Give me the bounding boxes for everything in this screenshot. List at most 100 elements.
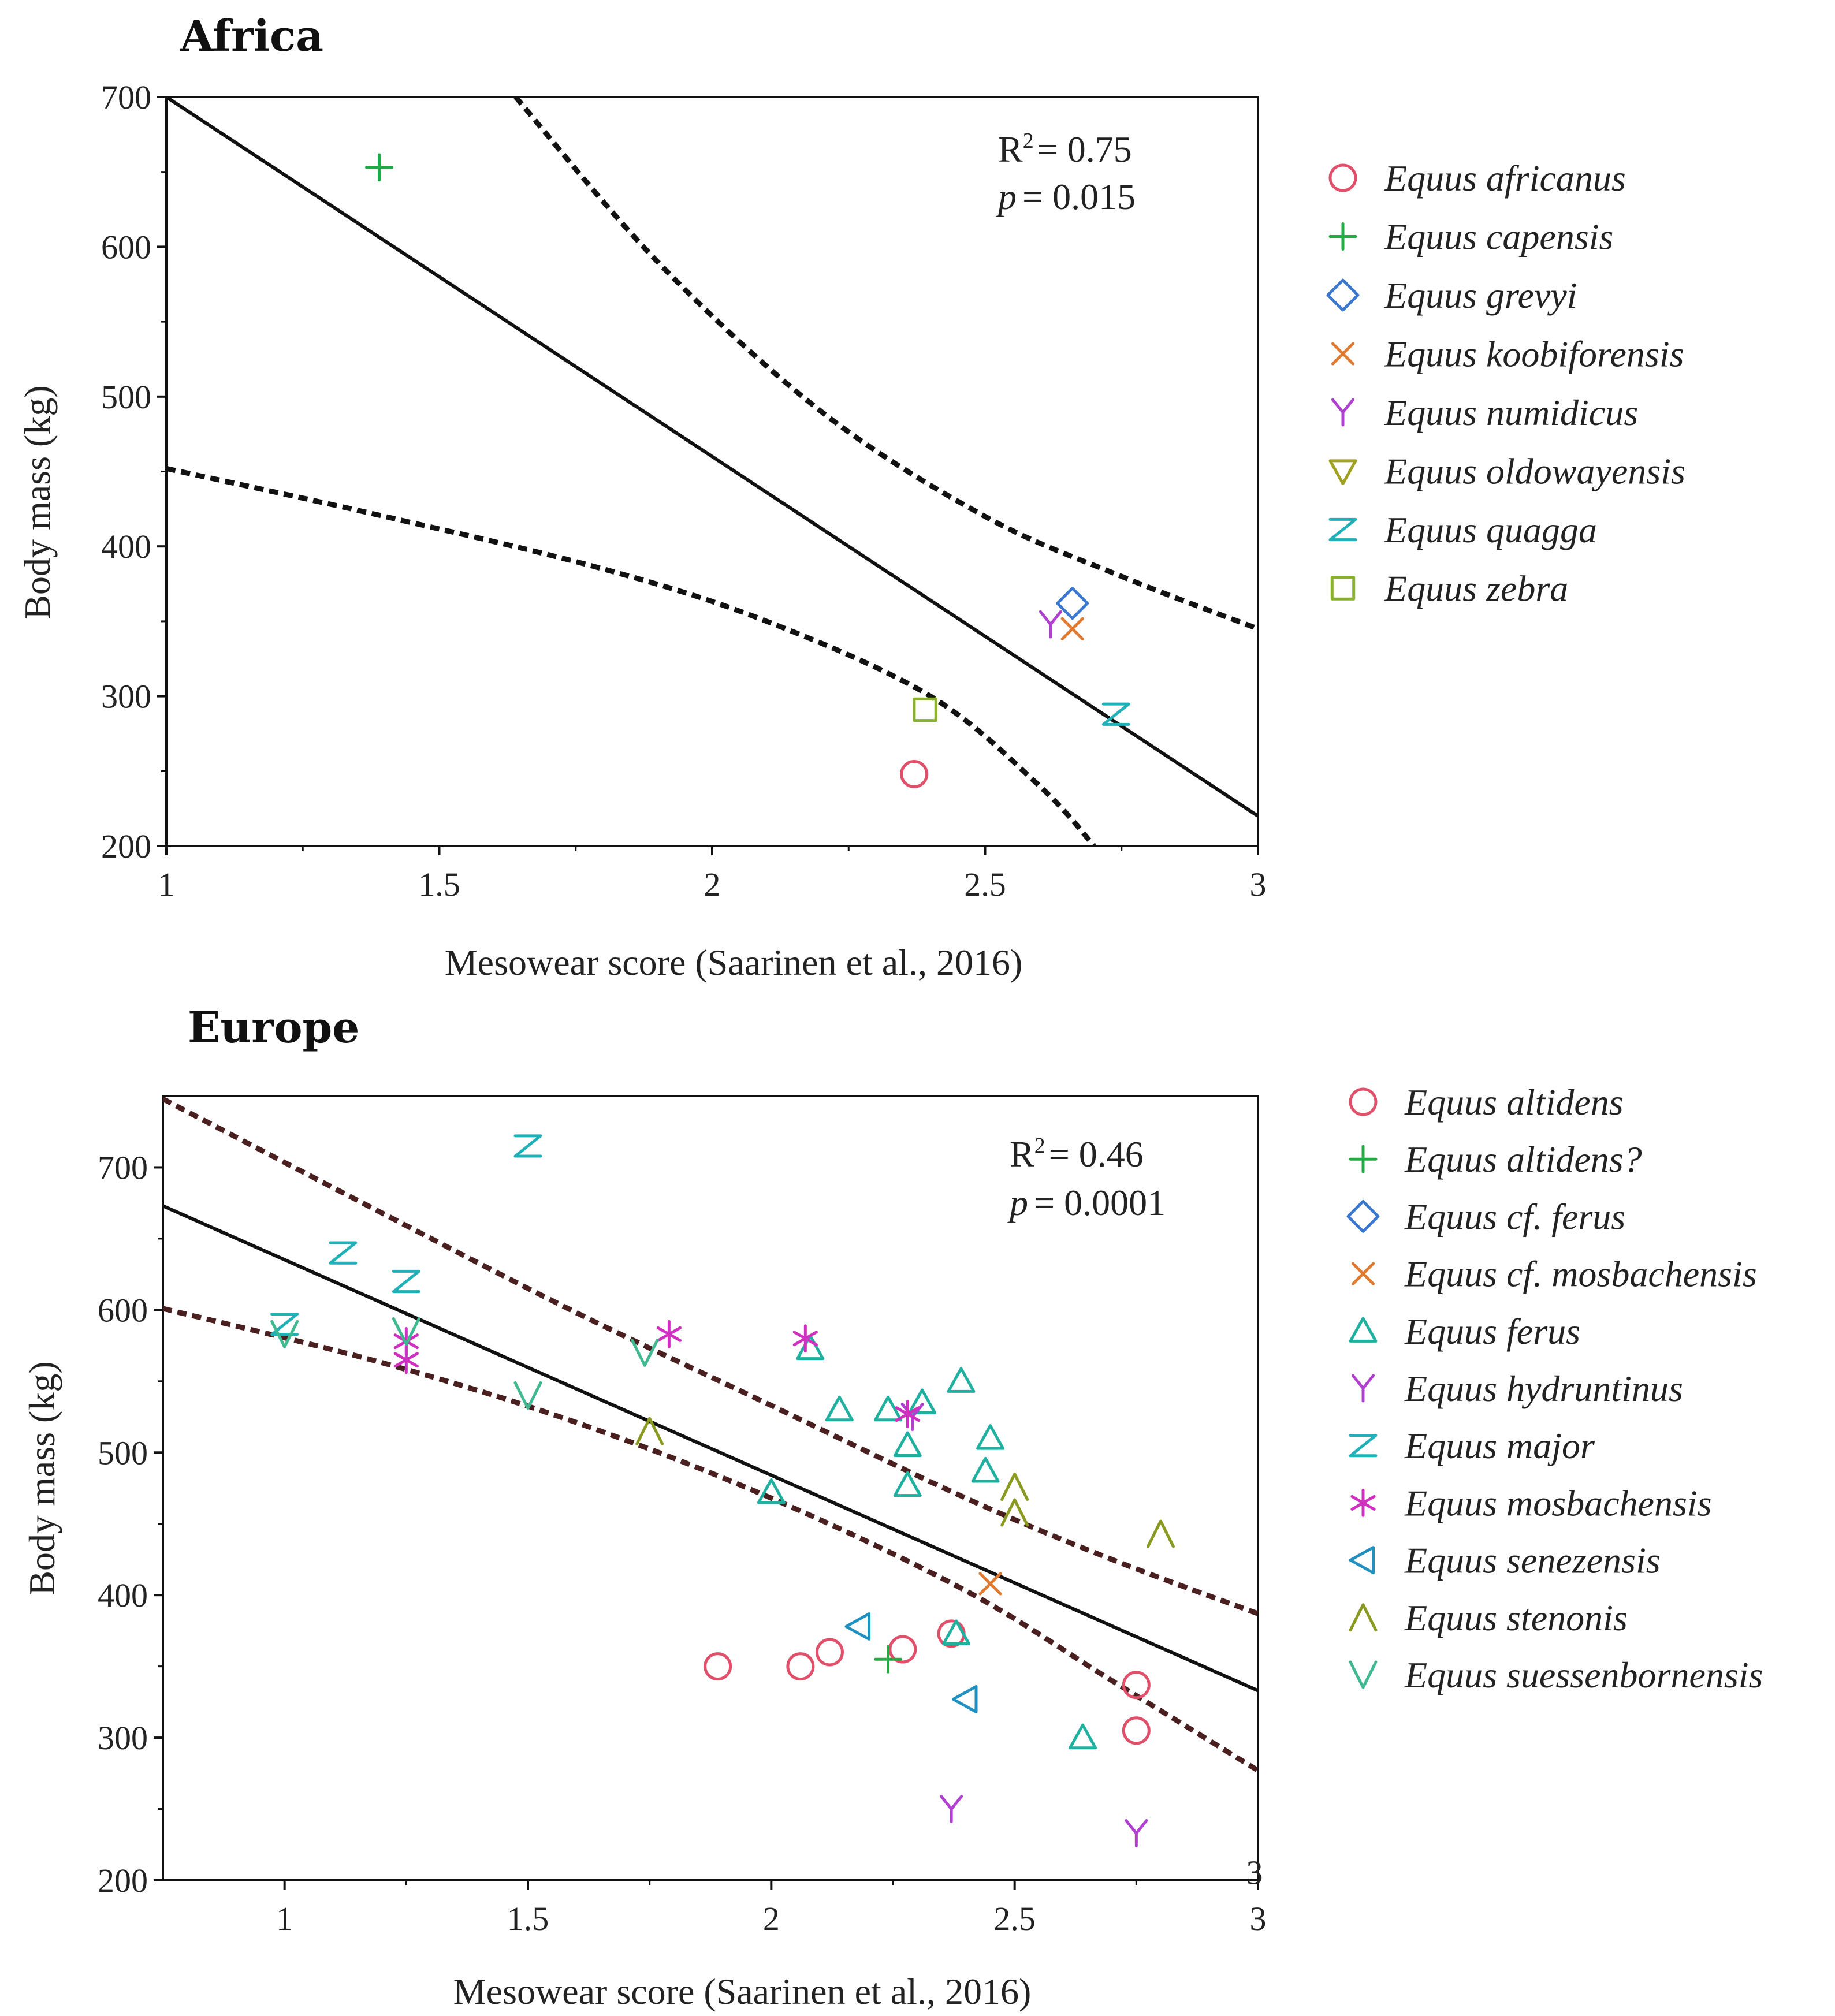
africa-ci-upper: [513, 97, 1258, 632]
europe-y-tick-label: 200: [98, 1862, 148, 1899]
europe-legend-marker: [1350, 1488, 1376, 1517]
europe-data-point: [947, 1367, 976, 1393]
europe-data-point: [393, 1346, 419, 1374]
europe-p-value: p = 0.0001: [1007, 1182, 1166, 1223]
europe-x-label: Mesowear score (Saarinen et al., 2016): [453, 1971, 1032, 2012]
europe-legend-label: Equus senezensis: [1404, 1540, 1661, 1581]
europe-legend-marker: [1351, 1262, 1375, 1285]
africa-x-tick-label: 3: [1250, 866, 1267, 903]
europe-x-tick-label: 2.5: [993, 1900, 1036, 1937]
africa-data-point: [913, 697, 937, 722]
africa-legend-marker: [1328, 222, 1357, 251]
europe-legend-label: Equus major: [1404, 1425, 1595, 1466]
europe-data-point: [1069, 1723, 1097, 1750]
africa-y-tick-label: 200: [101, 828, 151, 865]
africa-regression-line: [166, 97, 1258, 818]
europe-data-point: [888, 1635, 917, 1664]
africa-legend-label: Equus grevyi: [1384, 275, 1577, 316]
europe-legend-label: Equus altidens: [1404, 1082, 1624, 1123]
africa-y-tick-label: 500: [101, 378, 151, 416]
africa-legend-marker: [1331, 398, 1355, 427]
europe-plot-frame: [162, 1095, 1259, 1881]
africa-data-point: [365, 153, 394, 182]
africa-legend-label: Equus capensis: [1384, 217, 1613, 258]
europe-data-point: [825, 1395, 854, 1422]
europe-data-point: [844, 1612, 871, 1641]
africa-data-point: [900, 759, 929, 788]
europe-data-point: [786, 1652, 815, 1681]
africa-data-point: [1039, 610, 1062, 639]
europe-x-tick-label: 1: [276, 1900, 293, 1937]
europe-legend-label: Equus cf. mosbachensis: [1404, 1254, 1757, 1295]
africa-x-label: Mesowear score (Saarinen et al., 2016): [445, 942, 1023, 983]
europe-data-point: [704, 1652, 732, 1681]
africa-legend-marker: [1328, 163, 1357, 192]
africa-legend-label: Equus oldowayensis: [1384, 451, 1685, 492]
africa-legend-label: Equus africanus: [1384, 158, 1626, 199]
europe-data-point: [815, 1638, 844, 1667]
europe-data-point: [942, 1619, 971, 1645]
africa-legend-marker: [1330, 576, 1356, 601]
europe-r2: R2= 0.46: [1010, 1134, 1144, 1175]
europe-legend-marker: [1349, 1660, 1378, 1689]
africa-legend-label: Equus zebra: [1384, 568, 1568, 609]
europe-y-tick-label: 500: [98, 1434, 148, 1471]
africa-x-tick-label: 2.5: [964, 866, 1006, 903]
europe-data-point: [392, 1317, 420, 1346]
europe-data-point: [270, 1320, 299, 1348]
europe-data-point: [1122, 1671, 1151, 1700]
europe-data-point: [874, 1645, 903, 1674]
europe-data-point: [329, 1241, 358, 1265]
europe-data-point: [1000, 1473, 1029, 1501]
europe-y-tick-label: 400: [98, 1577, 148, 1614]
europe-data-point: [874, 1395, 903, 1422]
africa-plot-area: 1 1.5 2 2.5 3 200 300 400 500 600 700: [101, 79, 1267, 903]
africa-legend-label: Equus koobiforensis: [1384, 334, 1684, 375]
africa-r2: R2= 0.75: [998, 129, 1132, 170]
europe-legend-marker: [1349, 1434, 1378, 1458]
europe-title: Europe: [188, 1003, 359, 1053]
europe-data-point: [893, 1471, 922, 1497]
europe-regression-line: [163, 1204, 1258, 1693]
europe-legend-marker: [1349, 1603, 1378, 1632]
africa-y-tick-label: 400: [101, 528, 151, 565]
africa-legend-label: Equus numidicus: [1384, 392, 1638, 433]
europe-x-tick-label: 3: [1250, 1900, 1267, 1937]
africa-legend-marker: [1328, 517, 1357, 542]
europe-data-point: [513, 1381, 542, 1410]
africa-y-tick-label: 300: [101, 678, 151, 716]
europe-legend-label: Equus ferus: [1404, 1311, 1580, 1352]
europe-data-point: [792, 1324, 818, 1353]
africa-data-point: [1060, 617, 1084, 640]
europe-data-point: [940, 1795, 963, 1824]
europe-panel: Europe Body mass (kg) Mesowear score (Sa…: [21, 1003, 1763, 2012]
africa-x-tick-label: 1: [158, 866, 175, 903]
africa-x-tick-label: 1.5: [418, 866, 460, 903]
europe-legend: Equus altidens Equus altidens? Equus cf. f…: [1346, 1082, 1763, 1695]
europe-data-point: [895, 1400, 920, 1429]
europe-data-point: [757, 1478, 786, 1504]
europe-legend-marker: [1349, 1087, 1378, 1116]
europe-y-label: Body mass (kg): [21, 1361, 62, 1595]
africa-p-value: p = 0.015: [996, 176, 1136, 217]
europe-y-tick-label: 600: [98, 1291, 148, 1329]
europe-legend-label: Equus cf. ferus: [1404, 1196, 1625, 1237]
europe-data-point: [1122, 1716, 1151, 1745]
europe-legend-marker: [1351, 1374, 1375, 1403]
europe-legend-label: Equus altidens?: [1404, 1139, 1642, 1180]
europe-data-point: [951, 1685, 978, 1713]
europe-legend-marker: [1346, 1199, 1380, 1233]
europe-data-point: [893, 1431, 922, 1458]
europe-ci-upper: [163, 1096, 1258, 1616]
europe-stray-label: 3: [1246, 1854, 1263, 1891]
africa-legend-marker: [1328, 459, 1357, 485]
africa-y-label: Body mass (kg): [17, 385, 58, 619]
europe-data-point: [630, 1338, 659, 1367]
africa-y-tick-label: 600: [101, 228, 151, 266]
europe-data-point: [908, 1388, 937, 1414]
europe-legend-marker: [1349, 1546, 1375, 1575]
europe-data-point: [270, 1312, 299, 1336]
europe-data-point: [1000, 1498, 1029, 1527]
europe-legend-marker: [1349, 1317, 1378, 1343]
